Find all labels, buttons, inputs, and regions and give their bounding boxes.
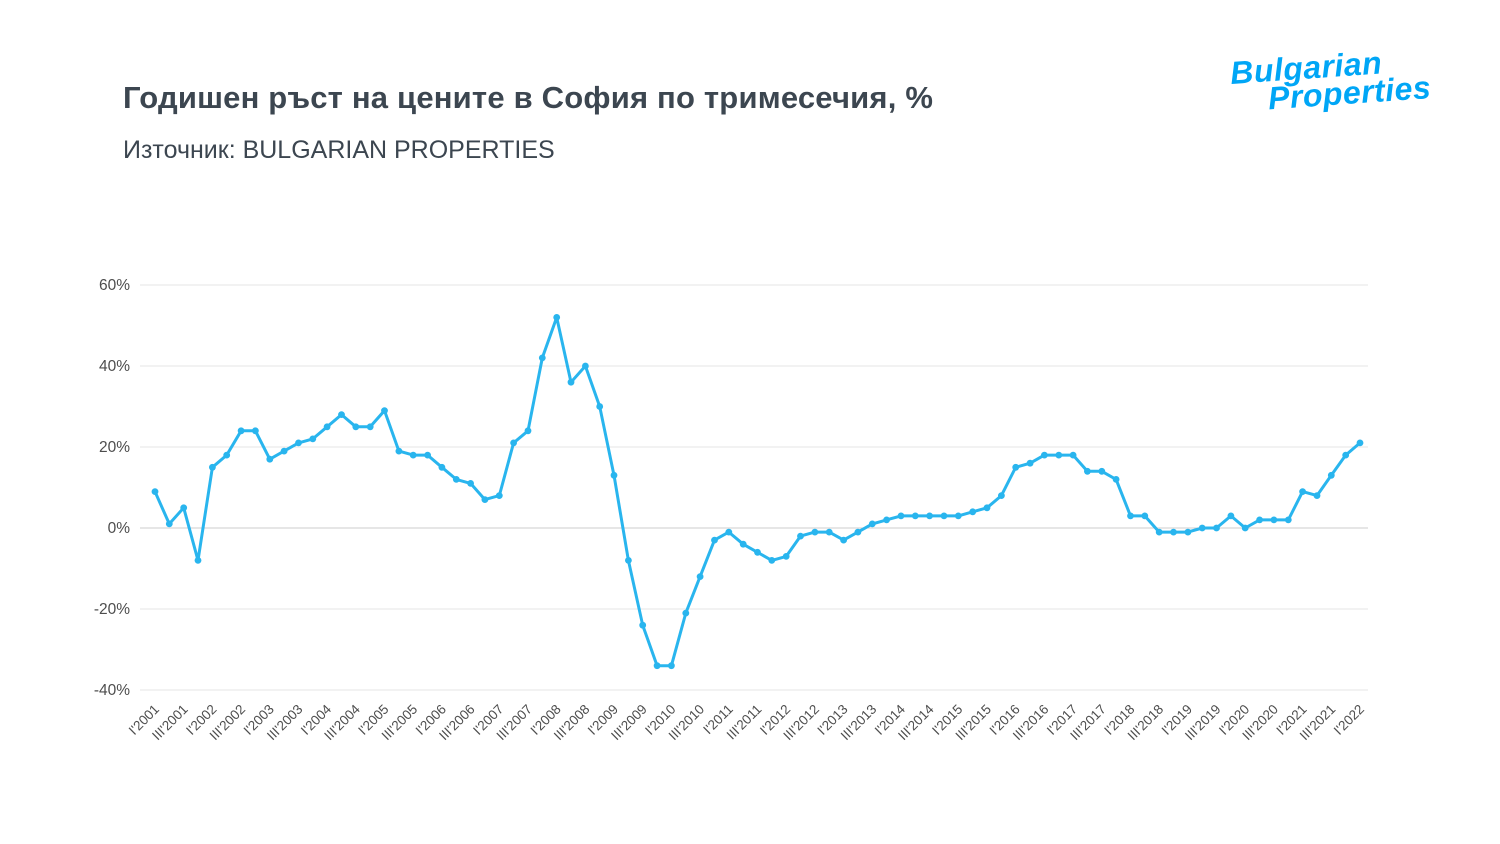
data-point-marker xyxy=(926,512,933,520)
data-point-marker xyxy=(639,621,647,629)
data-point-marker xyxy=(582,362,589,370)
data-point-marker xyxy=(782,553,790,560)
data-point-marker xyxy=(911,512,919,520)
data-point-marker xyxy=(452,476,460,483)
data-point-marker xyxy=(954,512,962,520)
data-point-marker xyxy=(1084,467,1091,475)
data-point-marker xyxy=(998,492,1005,499)
data-point-marker xyxy=(1198,524,1206,532)
y-axis-tick-label: 20% xyxy=(99,439,130,456)
y-axis-tick-label: 0% xyxy=(108,520,131,537)
data-point-marker xyxy=(237,427,245,435)
data-point-marker xyxy=(1270,516,1278,524)
data-point-marker xyxy=(280,447,288,455)
data-point-marker xyxy=(1112,476,1120,483)
y-axis-tick-label: 40% xyxy=(99,358,130,375)
data-point-marker xyxy=(725,528,733,536)
data-point-marker xyxy=(223,451,231,459)
page-title: Годишен ръст на цените в София по тримес… xyxy=(123,80,934,115)
data-point-marker xyxy=(1313,492,1321,499)
data-point-marker xyxy=(524,427,532,435)
data-point-marker xyxy=(739,540,747,548)
data-point-marker xyxy=(1170,528,1177,536)
data-point-marker xyxy=(625,557,632,564)
data-point-marker xyxy=(1012,463,1020,471)
data-point-marker xyxy=(1127,512,1134,520)
data-point-marker xyxy=(1069,451,1077,459)
data-point-marker xyxy=(868,520,876,528)
data-point-marker xyxy=(696,573,704,580)
data-point-marker xyxy=(266,455,274,463)
y-axis-tick-label: 60% xyxy=(99,277,130,294)
data-point-marker xyxy=(538,354,546,362)
data-point-marker xyxy=(295,439,302,447)
data-point-marker xyxy=(1227,512,1235,520)
data-point-marker xyxy=(653,662,661,670)
data-point-marker xyxy=(1041,451,1048,459)
price-growth-line xyxy=(153,315,1362,668)
data-point-marker xyxy=(825,528,833,536)
data-point-marker xyxy=(209,463,216,471)
data-point-marker xyxy=(438,463,446,471)
data-point-marker xyxy=(668,662,675,670)
data-point-marker xyxy=(1241,524,1249,532)
data-point-marker xyxy=(969,508,977,516)
data-point-marker xyxy=(1299,488,1306,495)
data-point-marker xyxy=(1356,439,1364,447)
data-point-marker xyxy=(1284,516,1292,524)
data-point-marker xyxy=(467,480,474,487)
data-point-marker xyxy=(1184,528,1192,536)
data-point-marker xyxy=(1155,528,1163,536)
data-point-marker xyxy=(481,496,489,503)
data-point-marker xyxy=(1213,524,1220,532)
data-point-marker xyxy=(682,609,690,617)
data-point-marker xyxy=(252,427,259,435)
data-point-marker xyxy=(897,512,905,520)
data-point-marker xyxy=(1026,459,1034,467)
bulgarian-properties-logo: Bulgarian Properties xyxy=(1229,43,1432,117)
data-point-marker xyxy=(940,512,948,520)
data-point-marker xyxy=(309,435,317,443)
data-point-marker xyxy=(567,378,575,386)
data-point-marker xyxy=(596,403,604,410)
data-point-marker xyxy=(151,488,159,495)
data-point-marker xyxy=(610,471,618,479)
source-subtitle: Източник: BULGARIAN PROPERTIES xyxy=(123,136,555,164)
data-point-marker xyxy=(194,557,202,564)
data-point-marker xyxy=(395,447,403,455)
data-point-marker xyxy=(165,520,173,528)
y-axis-tick-label: -20% xyxy=(94,601,130,618)
data-point-marker xyxy=(510,439,517,447)
data-point-marker xyxy=(381,407,388,414)
x-axis-tick-label: I'2022 xyxy=(1331,702,1367,738)
data-point-marker xyxy=(768,557,776,564)
data-point-marker xyxy=(797,532,804,540)
data-point-marker xyxy=(854,528,862,536)
data-point-marker xyxy=(754,548,761,556)
data-point-marker xyxy=(352,423,360,431)
data-point-marker xyxy=(409,451,417,459)
data-point-marker xyxy=(1098,467,1106,475)
data-point-marker xyxy=(1342,451,1350,459)
data-point-marker xyxy=(323,423,331,431)
data-point-marker xyxy=(495,492,503,499)
data-point-marker xyxy=(840,536,847,544)
y-axis-tick-label: -40% xyxy=(94,682,130,699)
data-point-marker xyxy=(1327,471,1335,479)
line-chart: 60%40%20%0%-20%-40%I'2001III'2001I'2002I… xyxy=(94,277,1368,743)
data-point-marker xyxy=(883,516,890,524)
data-point-marker xyxy=(553,314,561,321)
data-point-marker xyxy=(338,411,345,418)
data-point-marker xyxy=(424,451,431,459)
data-point-marker xyxy=(711,536,718,544)
data-point-marker xyxy=(366,423,374,431)
data-point-marker xyxy=(180,504,188,512)
header: Годишен ръст на цените в София по тримес… xyxy=(123,80,933,165)
data-point-marker xyxy=(811,528,819,536)
data-point-marker xyxy=(983,504,991,512)
data-point-marker xyxy=(1141,512,1149,520)
data-point-marker xyxy=(1055,451,1063,459)
data-point-marker xyxy=(1256,516,1263,524)
